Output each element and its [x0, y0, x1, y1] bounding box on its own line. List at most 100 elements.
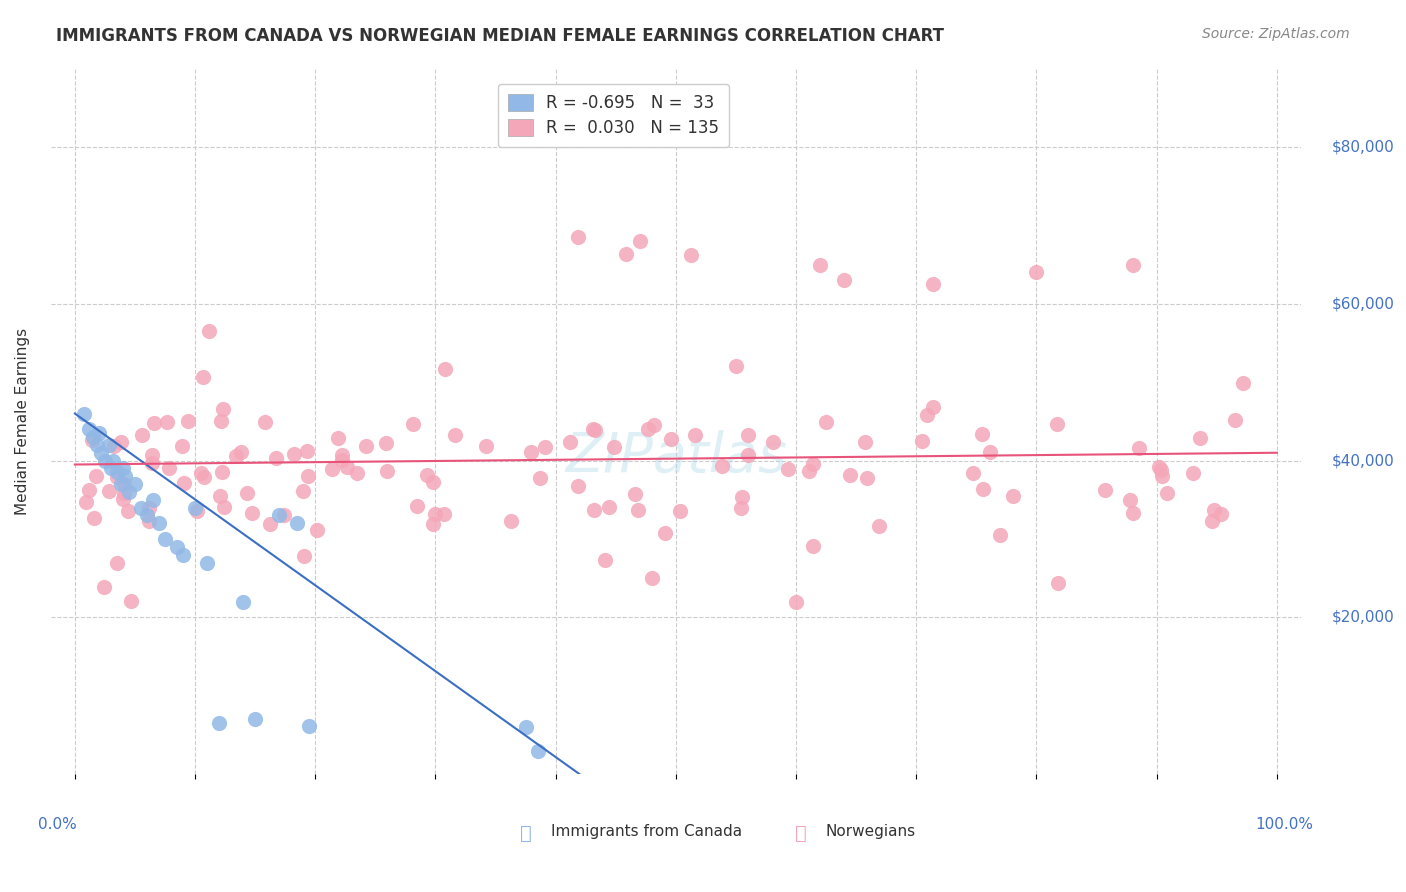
- Point: [105, 466, 128, 480]
- Point: [637, 421, 659, 435]
- Point: [153, 532, 176, 546]
- Point: [193, 469, 215, 483]
- Point: [1188, 430, 1211, 444]
- Point: [177, 414, 200, 428]
- Point: [292, 483, 315, 498]
- Point: [243, 712, 266, 726]
- Point: [979, 444, 1001, 458]
- Text: ⬜: ⬜: [520, 823, 531, 843]
- Point: [567, 478, 589, 492]
- Point: [73, 407, 96, 421]
- Point: [402, 417, 425, 432]
- Point: [405, 499, 427, 513]
- Point: [141, 448, 163, 462]
- Point: [212, 402, 235, 417]
- Point: [285, 516, 308, 531]
- Point: [264, 450, 287, 465]
- Point: [868, 519, 890, 533]
- Point: [624, 487, 647, 501]
- Point: [209, 414, 232, 428]
- Point: [117, 504, 139, 518]
- Text: 0.0%: 0.0%: [38, 816, 77, 831]
- Point: [643, 418, 665, 433]
- Point: [79, 422, 101, 436]
- Point: [762, 435, 785, 450]
- Point: [354, 439, 377, 453]
- Point: [198, 324, 221, 338]
- Point: [110, 435, 132, 450]
- Point: [1002, 489, 1025, 503]
- Point: [100, 461, 122, 475]
- Point: [499, 514, 522, 528]
- Point: [474, 439, 496, 453]
- Point: [195, 556, 218, 570]
- Point: [1223, 413, 1246, 427]
- Point: [142, 492, 165, 507]
- Point: [259, 517, 281, 532]
- Point: [669, 504, 692, 518]
- Point: [776, 462, 799, 476]
- Point: [970, 427, 993, 442]
- Point: [157, 460, 180, 475]
- Point: [1150, 469, 1173, 483]
- Point: [423, 507, 446, 521]
- Point: [129, 500, 152, 515]
- Point: [94, 453, 117, 467]
- Point: [273, 508, 295, 523]
- Point: [80, 433, 103, 447]
- Point: [730, 500, 752, 515]
- Point: [534, 440, 557, 454]
- Point: [856, 471, 879, 485]
- Point: [86, 438, 108, 452]
- Point: [515, 720, 537, 734]
- Text: $60,000: $60,000: [1331, 296, 1395, 311]
- Point: [808, 258, 831, 272]
- Point: [627, 503, 650, 517]
- Point: [654, 525, 676, 540]
- Point: [433, 507, 456, 521]
- Point: [190, 467, 212, 481]
- Point: [616, 247, 638, 261]
- Point: [298, 718, 321, 732]
- Point: [681, 247, 703, 261]
- Point: [97, 438, 120, 452]
- Point: [567, 229, 589, 244]
- Point: [84, 469, 107, 483]
- Point: [82, 430, 104, 444]
- Point: [120, 594, 142, 608]
- Text: Immigrants from Canada: Immigrants from Canada: [551, 823, 742, 838]
- Point: [269, 508, 291, 523]
- Point: [297, 469, 319, 483]
- Point: [1128, 442, 1150, 456]
- Point: [1156, 485, 1178, 500]
- Point: [422, 516, 444, 531]
- Point: [1211, 507, 1233, 521]
- Point: [225, 449, 247, 463]
- Point: [232, 595, 254, 609]
- Point: [1122, 506, 1144, 520]
- Point: [1204, 503, 1226, 517]
- Point: [1122, 258, 1144, 272]
- Point: [172, 548, 194, 562]
- Point: [711, 459, 734, 474]
- Point: [321, 462, 343, 476]
- Point: [374, 436, 396, 450]
- Point: [1119, 492, 1142, 507]
- Point: [988, 528, 1011, 542]
- Point: [103, 439, 125, 453]
- Point: [83, 511, 105, 525]
- Point: [172, 439, 194, 453]
- Point: [242, 506, 264, 520]
- Point: [832, 273, 855, 287]
- Text: $80,000: $80,000: [1331, 139, 1395, 154]
- Point: [131, 428, 153, 442]
- Point: [124, 477, 146, 491]
- Point: [915, 408, 938, 422]
- Point: [330, 448, 353, 462]
- Point: [582, 422, 605, 436]
- Point: [110, 477, 132, 491]
- Point: [801, 458, 824, 472]
- Point: [641, 571, 664, 585]
- Point: [236, 486, 259, 500]
- Point: [375, 464, 398, 478]
